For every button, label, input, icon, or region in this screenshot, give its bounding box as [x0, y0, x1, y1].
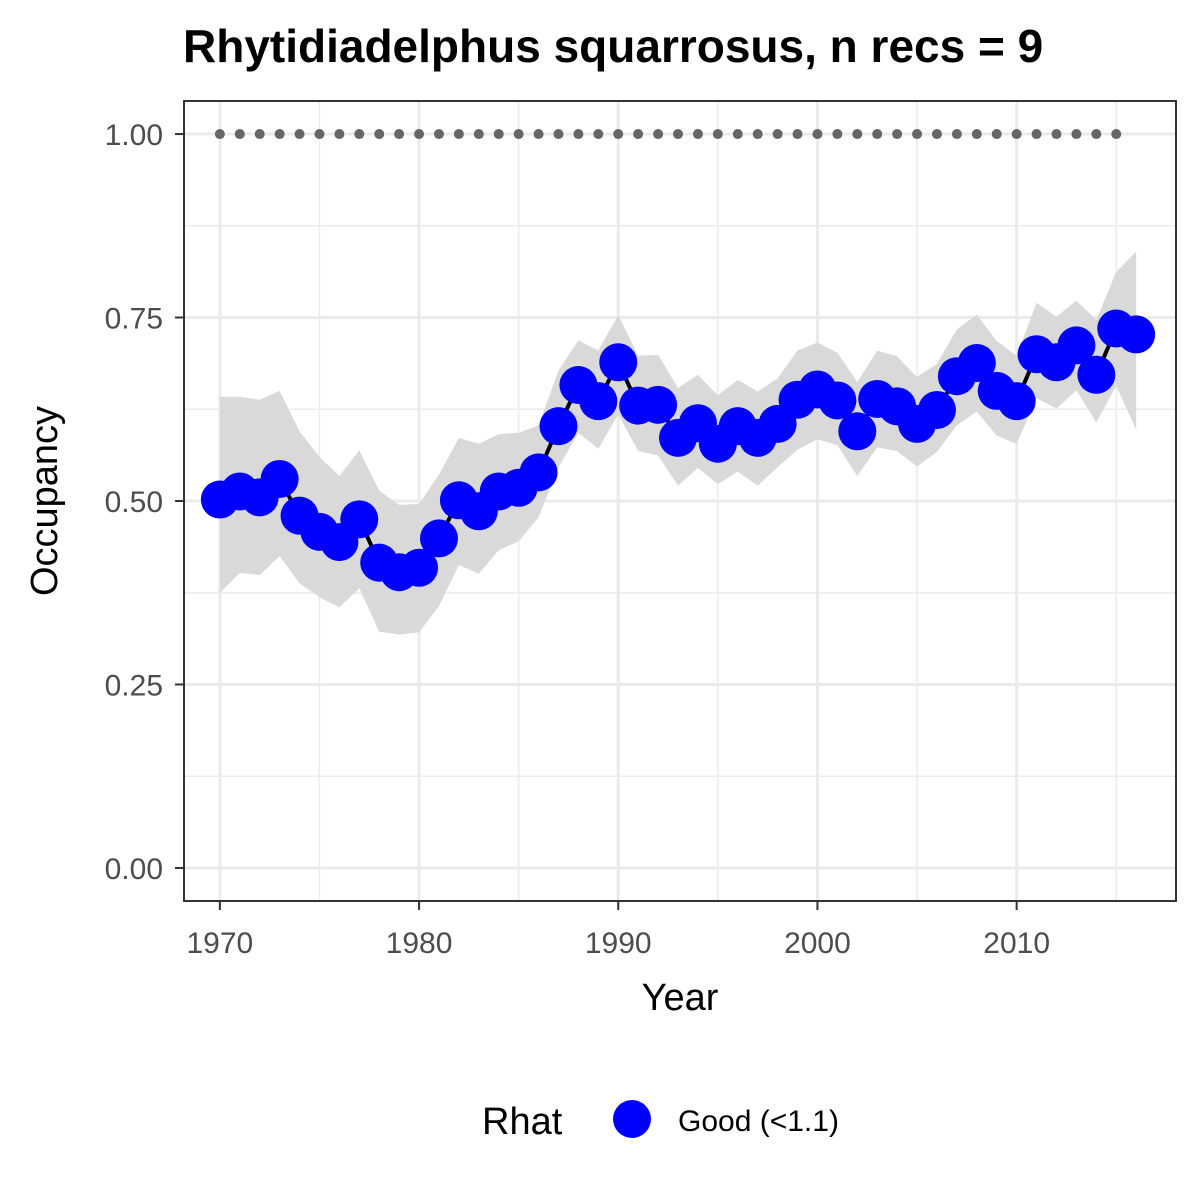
occupancy-point	[917, 390, 956, 429]
y-axis-title: Occupancy	[24, 406, 66, 596]
reference-dot	[1091, 129, 1102, 140]
reference-dot	[892, 129, 903, 140]
reference-dot	[692, 129, 703, 140]
reference-dot	[414, 129, 425, 140]
y-tick-label: 0.75	[105, 303, 163, 336]
legend: Rhat Good (<1.1)	[482, 1100, 839, 1143]
x-axis-title: Year	[642, 977, 719, 1019]
occupancy-point	[340, 500, 379, 539]
occupancy-point	[997, 382, 1036, 421]
reference-dot	[633, 129, 644, 140]
reference-dot	[493, 129, 504, 140]
x-tick-label: 1970	[186, 927, 253, 960]
reference-dot	[553, 129, 564, 140]
reference-dot	[593, 129, 604, 140]
reference-dot	[274, 129, 285, 140]
reference-dot	[852, 129, 863, 140]
reference-dot	[254, 129, 265, 140]
reference-dot	[931, 129, 942, 140]
reference-dot	[1111, 129, 1122, 140]
reference-dot	[1051, 129, 1062, 140]
occupancy-point	[400, 548, 439, 587]
reference-dot	[334, 129, 345, 140]
reference-dot	[832, 129, 843, 140]
reference-dot	[573, 129, 584, 140]
reference-dot	[433, 129, 444, 140]
occupancy-point	[1117, 315, 1156, 354]
reference-dot	[971, 129, 982, 140]
y-tick-label: 0.50	[105, 486, 163, 519]
reference-dot	[653, 129, 664, 140]
reference-dot	[354, 129, 365, 140]
occupancy-point	[818, 381, 857, 420]
reference-dot	[214, 129, 225, 140]
occupancy-point	[957, 344, 996, 383]
reference-dot	[1031, 129, 1042, 140]
x-tick-label: 2000	[784, 927, 851, 960]
reference-dot	[732, 129, 743, 140]
reference-dot	[513, 129, 524, 140]
reference-dot	[752, 129, 763, 140]
x-tick-label: 1990	[585, 927, 652, 960]
reference-dot	[473, 129, 484, 140]
occupancy-point	[1057, 326, 1096, 365]
reference-dot	[712, 129, 723, 140]
reference-dot	[613, 129, 624, 140]
occupancy-points-group	[200, 309, 1156, 592]
occupancy-point	[419, 519, 458, 558]
occupancy-point	[599, 343, 638, 382]
reference-dot	[872, 129, 883, 140]
legend-key-good-icon	[613, 1100, 651, 1138]
y-tick-label: 1.00	[105, 119, 163, 152]
occupancy-point	[579, 382, 618, 421]
y-tick-label: 0.00	[105, 853, 163, 886]
reference-dot	[772, 129, 783, 140]
occupancy-point	[838, 412, 877, 451]
x-tick-label: 2010	[983, 927, 1050, 960]
chart-title: Rhytidiadelphus squarrosus, n recs = 9	[183, 20, 1043, 72]
reference-dot	[991, 129, 1002, 140]
reference-dot	[951, 129, 962, 140]
reference-dot	[1011, 129, 1022, 140]
y-tick-label: 0.25	[105, 669, 163, 702]
reference-dot	[673, 129, 684, 140]
reference-dot	[812, 129, 823, 140]
reference-dot	[314, 129, 325, 140]
reference-dot	[453, 129, 464, 140]
occupancy-point	[539, 407, 578, 446]
reference-dots-group	[214, 129, 1122, 140]
reference-dot	[394, 129, 405, 140]
y-axis-ticks: 0.00 0.25 0.50 0.75 1.00	[105, 119, 184, 886]
legend-title: Rhat	[482, 1101, 563, 1143]
reference-dot	[294, 129, 305, 140]
occupancy-point	[1077, 355, 1116, 394]
occupancy-point	[639, 385, 678, 424]
reference-dot	[533, 129, 544, 140]
reference-dot	[912, 129, 923, 140]
x-axis-ticks: 1970 1980 1990 2000 2010	[186, 901, 1050, 960]
reference-dot	[792, 129, 803, 140]
reference-dot	[234, 129, 245, 140]
occupancy-point	[260, 459, 299, 498]
occupancy-point	[519, 453, 558, 492]
reference-dot	[1071, 129, 1082, 140]
x-tick-label: 1980	[386, 927, 453, 960]
reference-dot	[374, 129, 385, 140]
legend-label-good: Good (<1.1)	[678, 1105, 839, 1138]
